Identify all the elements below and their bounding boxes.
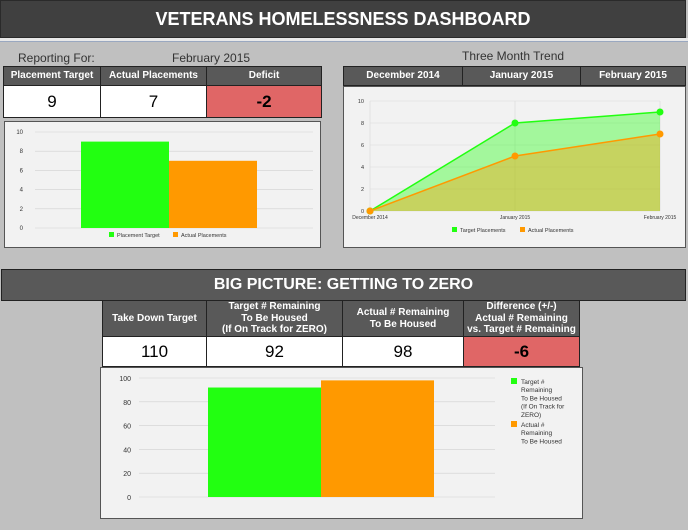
chart3-y-tick-label: 80 (123, 400, 131, 407)
dashboard-title: VETERANS HOMELESSNESS DASHBOARD (0, 0, 686, 38)
chart1-y-tick-label: 4 (20, 188, 24, 194)
target-remaining-header-line: Target # Remaining (228, 301, 321, 313)
take-down-target-header: Take Down Target (102, 300, 207, 337)
target-remaining-value: 92 (206, 336, 343, 367)
chart2-legend-label: Target Placements (460, 228, 506, 234)
actual-placements-header: Actual Placements (100, 66, 207, 86)
chart2-x-tick-label: February 2015 (644, 215, 677, 221)
chart1-y-tick-label: 6 (20, 168, 24, 174)
target-remaining-header: Target # Remaining To Be Housed (If On T… (206, 300, 343, 337)
chart2-point-actual (511, 152, 519, 160)
actual-placements-value: 7 (100, 85, 207, 118)
chart2-point-actual (656, 130, 664, 138)
chart1-legend-swatch (109, 232, 114, 237)
reporting-label: Reporting For: (18, 51, 95, 65)
current-month-chart: 0 2 4 6 8 10 Placement Target Actual Placements (4, 121, 321, 248)
trend-chart: 0 2 4 6 8 10 December 2014 January 2015 February… (343, 86, 686, 248)
take-down-target-value: 110 (102, 336, 207, 367)
take-down-target-header-line: Take Down Target (112, 312, 197, 324)
chart3-legend-label: To Be Housed (521, 438, 562, 445)
chart3-legend-swatch (511, 421, 517, 427)
chart1-y-tick-label: 8 (20, 149, 24, 155)
chart3-y-tick-label: 20 (123, 471, 131, 478)
chart1-legend-swatch (173, 232, 178, 237)
chart2-point-actual (366, 207, 374, 215)
chart3-y-tick-label: 0 (127, 495, 131, 502)
chart3-bar-actual-remaining (321, 380, 434, 497)
chart3-legend-label: Remaining (521, 387, 552, 394)
chart2-y-tick-label: 0 (361, 209, 364, 215)
target-remaining-header-line: To Be Housed (241, 312, 308, 324)
chart3-legend-label: (If On Track for (521, 404, 565, 411)
chart2-legend-label: Actual Placements (528, 228, 574, 234)
big-picture-chart: 0 20 40 60 80 100 Target # Remaining To Be House… (100, 367, 583, 519)
chart2-x-tick-label: January 2015 (500, 215, 531, 221)
deficit-value: -2 (206, 85, 322, 118)
chart3-legend-swatch (511, 378, 517, 384)
difference-value: -6 (463, 336, 580, 367)
difference-header: Difference (+/-) Actual # Remaining vs. … (463, 300, 580, 337)
reporting-value: February 2015 (172, 51, 251, 65)
placement-target-value: 9 (3, 85, 101, 118)
chart3-y-tick-label: 60 (123, 424, 131, 431)
chart1-y-tick-label: 10 (16, 130, 23, 136)
chart1-y-tick-label: 0 (20, 226, 24, 232)
chart1-legend-label: Actual Placements (181, 233, 227, 239)
difference-header-line: Difference (+/-) (486, 301, 557, 313)
chart2-area-actual (370, 134, 660, 211)
chart3-y-tick-label: 100 (119, 376, 131, 383)
chart1-bar-placement-target (81, 141, 169, 228)
big-picture-title: BIG PICTURE: GETTING TO ZERO (1, 269, 686, 301)
current-month-chart-svg: 0 2 4 6 8 10 Placement Target Actual Placements (5, 122, 320, 247)
trend-header-jan: January 2015 (462, 66, 581, 86)
chart2-y-tick-label: 10 (358, 99, 364, 105)
trend-header-feb: February 2015 (580, 66, 686, 86)
chart3-legend-label: Remaining (521, 430, 552, 437)
actual-remaining-value: 98 (342, 336, 464, 367)
actual-remaining-header-line: To Be Housed (369, 318, 437, 330)
chart3-legend-label: To Be Housed (521, 395, 562, 402)
chart2-y-tick-label: 6 (361, 143, 364, 149)
target-remaining-header-line: (If On Track for ZERO) (221, 324, 327, 336)
chart3-y-tick-label: 40 (123, 447, 131, 454)
chart2-y-tick-label: 4 (361, 165, 364, 171)
chart2-area-target (370, 112, 660, 211)
chart2-legend-swatch (520, 227, 525, 232)
chart2-y-tick-label: 2 (361, 187, 364, 193)
trend-header-dec: December 2014 (343, 66, 463, 86)
actual-remaining-header-line: Actual # Remaining (356, 307, 450, 318)
chart3-legend-label: ZERO) (521, 412, 541, 419)
trend-chart-svg: 0 2 4 6 8 10 December 2014 January 2015 February… (344, 87, 685, 247)
chart3-legend-label: Actual # (521, 422, 545, 429)
chart2-y-tick-label: 8 (361, 121, 364, 127)
trend-title: Three Month Trend (462, 49, 565, 63)
difference-header-line: vs. Target # Remaining (467, 324, 576, 336)
placement-target-header: Placement Target (3, 66, 101, 86)
chart3-legend-label: Target # (521, 379, 545, 386)
title-divider (0, 38, 688, 42)
difference-header-line: Actual # Remaining (475, 312, 568, 324)
deficit-header: Deficit (206, 66, 322, 86)
chart2-x-tick-label: December 2014 (352, 215, 388, 221)
chart2-point-target (656, 108, 664, 116)
dashboard-title-text: VETERANS HOMELESSNESS DASHBOARD (155, 8, 531, 29)
chart1-legend-label: Placement Target (117, 233, 160, 239)
chart3-bar-target-remaining (208, 387, 321, 497)
chart2-legend-swatch (452, 227, 457, 232)
chart2-point-target (511, 119, 519, 127)
chart1-y-tick-label: 2 (20, 207, 24, 213)
actual-remaining-header: Actual # Remaining To Be Housed (342, 300, 464, 337)
chart1-bar-actual-placements (169, 160, 257, 228)
